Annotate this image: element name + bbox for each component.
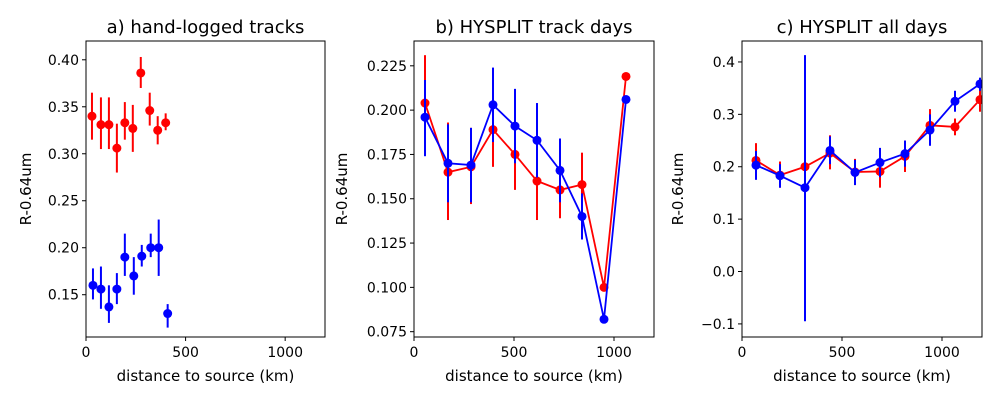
y-tick-label: 0.150 bbox=[367, 192, 407, 208]
y-tick-label: 0.30 bbox=[48, 147, 79, 163]
blue-data-point bbox=[88, 280, 98, 290]
plot-area bbox=[420, 55, 631, 324]
x-tick-label: 500 bbox=[172, 345, 199, 361]
y-tick-label: −0.1 bbox=[701, 317, 735, 333]
y-tick-label: 0.40 bbox=[48, 53, 79, 69]
red-data-point bbox=[153, 125, 163, 135]
blue-data-point bbox=[599, 314, 609, 324]
blue-data-point bbox=[466, 160, 476, 170]
red-data-point bbox=[104, 120, 114, 130]
axes-frame bbox=[741, 40, 983, 338]
x-tick-label: 1000 bbox=[596, 345, 632, 361]
y-tick-label: 0.3 bbox=[713, 107, 735, 123]
x-axis-label: distance to source (km) bbox=[773, 367, 951, 385]
red-series-line bbox=[424, 76, 627, 288]
blue-series-line bbox=[755, 83, 981, 189]
chart-panel-1: a) hand-logged tracks 0 500 1000 0.15 0.20 0.2… bbox=[17, 17, 326, 385]
x-tick-label: 1000 bbox=[267, 345, 303, 361]
blue-data-point bbox=[950, 96, 960, 106]
blue-data-point bbox=[975, 79, 982, 89]
y-tick-label: 0.225 bbox=[367, 59, 407, 75]
blue-data-point bbox=[621, 94, 631, 104]
blue-data-point bbox=[751, 160, 761, 170]
y-axis-label: R-0.64um bbox=[669, 153, 687, 226]
y-tick-label: 0.4 bbox=[713, 55, 735, 71]
red-data-point bbox=[577, 180, 587, 190]
x-tick-label: 500 bbox=[829, 345, 856, 361]
y-tick-label: 0.2 bbox=[713, 160, 735, 176]
blue-data-point bbox=[825, 145, 835, 155]
blue-data-point bbox=[96, 284, 106, 294]
blue-data-point bbox=[555, 165, 565, 175]
plot-area bbox=[87, 56, 173, 328]
blue-data-point bbox=[800, 183, 810, 193]
blue-data-point bbox=[112, 284, 122, 294]
red-data-point bbox=[112, 143, 122, 153]
y-axis-label: R-0.64um bbox=[333, 153, 351, 226]
blue-data-point bbox=[120, 252, 130, 262]
x-tick-label: 0 bbox=[738, 345, 747, 361]
x-axis-label: distance to source (km) bbox=[117, 367, 295, 385]
blue-data-point bbox=[925, 125, 935, 135]
chart-title: c) HYSPLIT all days bbox=[777, 17, 948, 38]
red-data-point bbox=[96, 120, 106, 130]
blue-data-point bbox=[850, 167, 860, 177]
blue-data-point bbox=[137, 251, 147, 261]
chart-panel-2: b) HYSPLIT track days 0 500 1000 0.075 0.100 0… bbox=[333, 17, 655, 385]
blue-data-point bbox=[875, 158, 885, 168]
blue-data-point bbox=[900, 149, 910, 159]
plot-area bbox=[751, 55, 982, 322]
y-tick-label: 0.0 bbox=[713, 265, 735, 281]
axes-frame bbox=[413, 40, 655, 338]
y-tick-label: 0.200 bbox=[367, 103, 407, 119]
red-data-point bbox=[950, 122, 960, 132]
blue-data-point bbox=[129, 271, 139, 281]
blue-data-point bbox=[510, 121, 520, 131]
chart-title: a) hand-logged tracks bbox=[107, 17, 305, 38]
x-axis-label: distance to source (km) bbox=[445, 367, 623, 385]
axes-frame bbox=[85, 40, 326, 338]
red-data-point bbox=[87, 111, 97, 121]
y-tick-label: 0.20 bbox=[48, 241, 79, 257]
red-data-point bbox=[120, 118, 130, 128]
blue-data-point bbox=[775, 171, 785, 181]
y-axis-label: R-0.64um bbox=[17, 153, 35, 226]
chart-panel-3: c) HYSPLIT all days 0 500 1000 −0.1 0.0 0.1 0.2… bbox=[669, 17, 983, 385]
blue-data-point bbox=[163, 309, 173, 319]
y-tick-label: 0.175 bbox=[367, 147, 407, 163]
blue-data-point bbox=[420, 112, 430, 122]
y-tick-label: 0.25 bbox=[48, 194, 79, 210]
blue-data-point bbox=[146, 243, 156, 253]
blue-series-line bbox=[424, 99, 627, 320]
y-tick-label: 0.125 bbox=[367, 236, 407, 252]
y-tick-label: 0.35 bbox=[48, 100, 79, 116]
red-data-point bbox=[136, 68, 146, 78]
x-tick-label: 500 bbox=[501, 345, 528, 361]
y-tick-label: 0.075 bbox=[367, 325, 407, 341]
red-data-point bbox=[532, 176, 542, 186]
chart-title: b) HYSPLIT track days bbox=[435, 17, 632, 38]
red-data-point bbox=[161, 118, 171, 128]
x-tick-label: 0 bbox=[410, 345, 419, 361]
x-tick-label: 1000 bbox=[924, 345, 960, 361]
y-tick-label: 0.100 bbox=[367, 280, 407, 296]
red-data-point bbox=[621, 71, 631, 81]
red-data-point bbox=[145, 106, 155, 116]
blue-data-point bbox=[532, 135, 542, 145]
y-tick-label: 0.15 bbox=[48, 288, 79, 304]
blue-data-point bbox=[488, 100, 498, 110]
x-tick-label: 0 bbox=[82, 345, 91, 361]
blue-data-point bbox=[577, 211, 587, 221]
blue-data-point bbox=[104, 302, 114, 312]
blue-data-point bbox=[154, 243, 164, 253]
red-data-point bbox=[975, 95, 982, 105]
y-tick-label: 0.1 bbox=[713, 212, 735, 228]
red-data-point bbox=[128, 123, 138, 133]
red-series-line bbox=[755, 99, 981, 177]
blue-data-point bbox=[443, 158, 453, 168]
